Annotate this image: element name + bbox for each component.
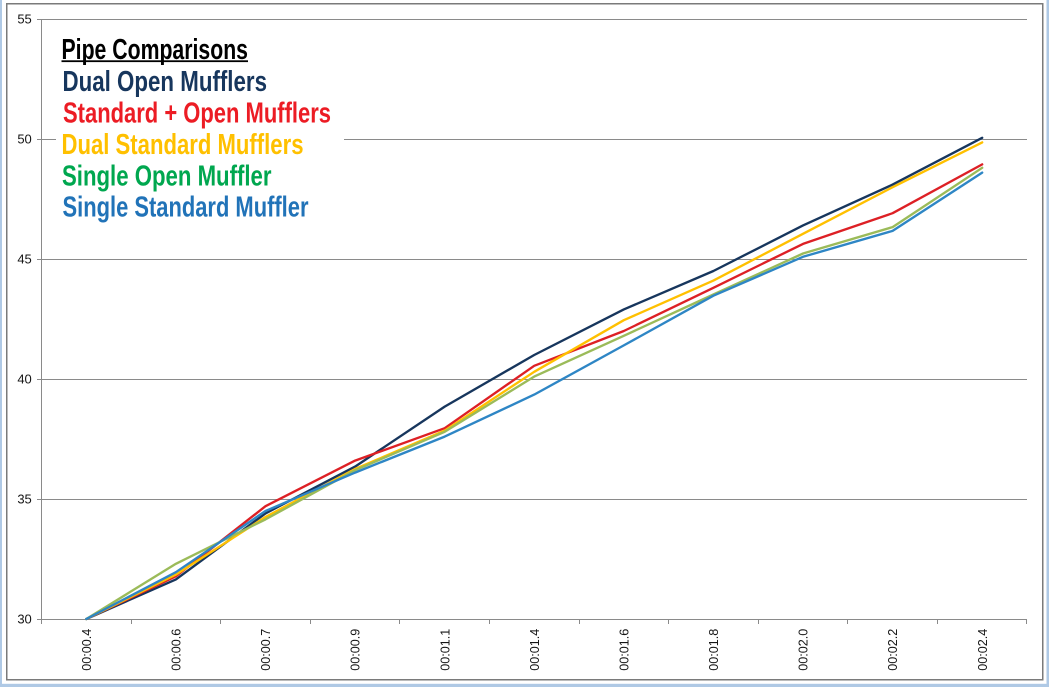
svg-text:40: 40 <box>17 372 31 387</box>
svg-text:00:02.0: 00:02.0 <box>797 629 811 671</box>
svg-text:00:01.6: 00:01.6 <box>617 629 631 671</box>
svg-text:00:01.1: 00:01.1 <box>438 629 452 671</box>
svg-text:00:02.4: 00:02.4 <box>976 629 990 671</box>
svg-text:Single Standard Muffler: Single Standard Muffler <box>63 192 309 224</box>
svg-text:35: 35 <box>17 492 31 507</box>
svg-text:00:00.4: 00:00.4 <box>80 629 94 671</box>
svg-text:55: 55 <box>17 12 31 27</box>
svg-text:45: 45 <box>17 252 31 267</box>
svg-text:00:00.6: 00:00.6 <box>170 629 184 671</box>
svg-text:Pipe Comparisons: Pipe Comparisons <box>62 34 249 66</box>
svg-text:00:00.7: 00:00.7 <box>259 629 273 671</box>
svg-text:Dual Open Mufflers: Dual Open Mufflers <box>63 66 268 98</box>
svg-text:Single Open Muffler: Single Open Muffler <box>62 161 272 193</box>
svg-text:00:01.8: 00:01.8 <box>707 629 721 671</box>
svg-text:50: 50 <box>17 132 31 147</box>
svg-text:00:02.2: 00:02.2 <box>886 629 900 671</box>
svg-text:00:01.4: 00:01.4 <box>528 629 542 671</box>
svg-text:Standard + Open Mufflers: Standard + Open Mufflers <box>63 98 331 130</box>
svg-text:00:00.9: 00:00.9 <box>349 629 363 671</box>
svg-text:Dual Standard Mufflers: Dual Standard Mufflers <box>62 129 304 161</box>
svg-text:30: 30 <box>17 612 31 627</box>
